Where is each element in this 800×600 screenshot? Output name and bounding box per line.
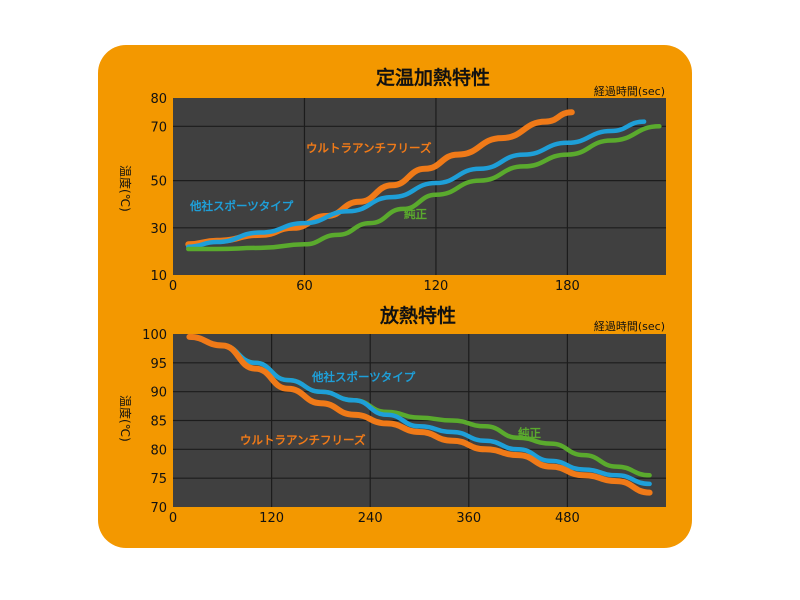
cooling-chart-ylabel: 温度(℃) xyxy=(118,395,133,442)
cooling-series-other-line xyxy=(187,334,652,487)
cooling-ytick-label: 85 xyxy=(150,415,167,430)
heating-chart: 定温加熱特性 経過時間(sec) 温度(℃) 0 60 120 180 80 70 50 3… xyxy=(118,66,666,294)
heating-series-ultra-line xyxy=(185,109,575,248)
cooling-label-other: 他社スポーツタイプ xyxy=(311,370,416,384)
heating-ytick-label: 30 xyxy=(150,222,167,237)
cooling-label-ultra: ウルトラアンチフリーズ xyxy=(240,433,366,447)
heating-series-other-line xyxy=(186,119,647,249)
heating-chart-ylabel: 温度(℃) xyxy=(118,165,133,212)
heating-ytick-label: 70 xyxy=(150,120,167,135)
heating-grid xyxy=(173,98,666,275)
heating-xtick-label: 60 xyxy=(296,279,313,294)
heating-y-ticks: 80 70 50 30 10 xyxy=(150,92,167,284)
cooling-label-genuine: 純正 xyxy=(518,426,541,440)
cooling-chart: 放熱特性 経過時間(sec) 温度(℃) 0 120 240 360 480 100 95… xyxy=(118,304,666,526)
cooling-series xyxy=(186,333,653,496)
cooling-xtick-label: 360 xyxy=(456,511,481,526)
heating-ytick-label: 50 xyxy=(150,175,167,190)
heating-chart-title: 定温加熱特性 xyxy=(376,66,490,89)
cooling-ytick-label: 75 xyxy=(150,472,167,487)
heating-series xyxy=(185,109,662,252)
cooling-series-ultra-line xyxy=(186,333,653,496)
cooling-chart-xlabel: 経過時間(sec) xyxy=(594,320,665,333)
cooling-ytick-label: 90 xyxy=(150,386,167,401)
heating-ytick-label: 80 xyxy=(150,92,167,107)
heating-series-genuine-line xyxy=(186,124,662,252)
cooling-ytick-label: 80 xyxy=(150,443,167,458)
heating-xtick-label: 120 xyxy=(424,279,449,294)
cooling-chart-title: 放熱特性 xyxy=(379,304,456,327)
cooling-ytick-label: 95 xyxy=(150,357,167,372)
heating-xtick-label: 0 xyxy=(169,279,177,294)
cooling-xtick-label: 480 xyxy=(555,511,580,526)
heating-ytick-label: 10 xyxy=(150,269,167,284)
heating-xtick-label: 180 xyxy=(555,279,580,294)
heating-x-ticks: 0 60 120 180 xyxy=(169,279,580,294)
cooling-y-ticks: 100 95 90 85 80 75 70 xyxy=(142,328,167,516)
heating-label-ultra: ウルトラアンチフリーズ xyxy=(306,141,432,155)
cooling-xtick-label: 120 xyxy=(259,511,284,526)
heating-chart-xlabel: 経過時間(sec) xyxy=(594,85,665,98)
cooling-xtick-label: 0 xyxy=(169,511,177,526)
cooling-x-ticks: 0 120 240 360 480 xyxy=(169,511,580,526)
heating-label-genuine: 純正 xyxy=(404,207,427,221)
heating-label-other: 他社スポーツタイプ xyxy=(189,199,294,213)
cooling-ytick-label: 100 xyxy=(142,328,167,343)
cooling-xtick-label: 240 xyxy=(358,511,383,526)
cooling-ytick-label: 70 xyxy=(150,501,167,516)
